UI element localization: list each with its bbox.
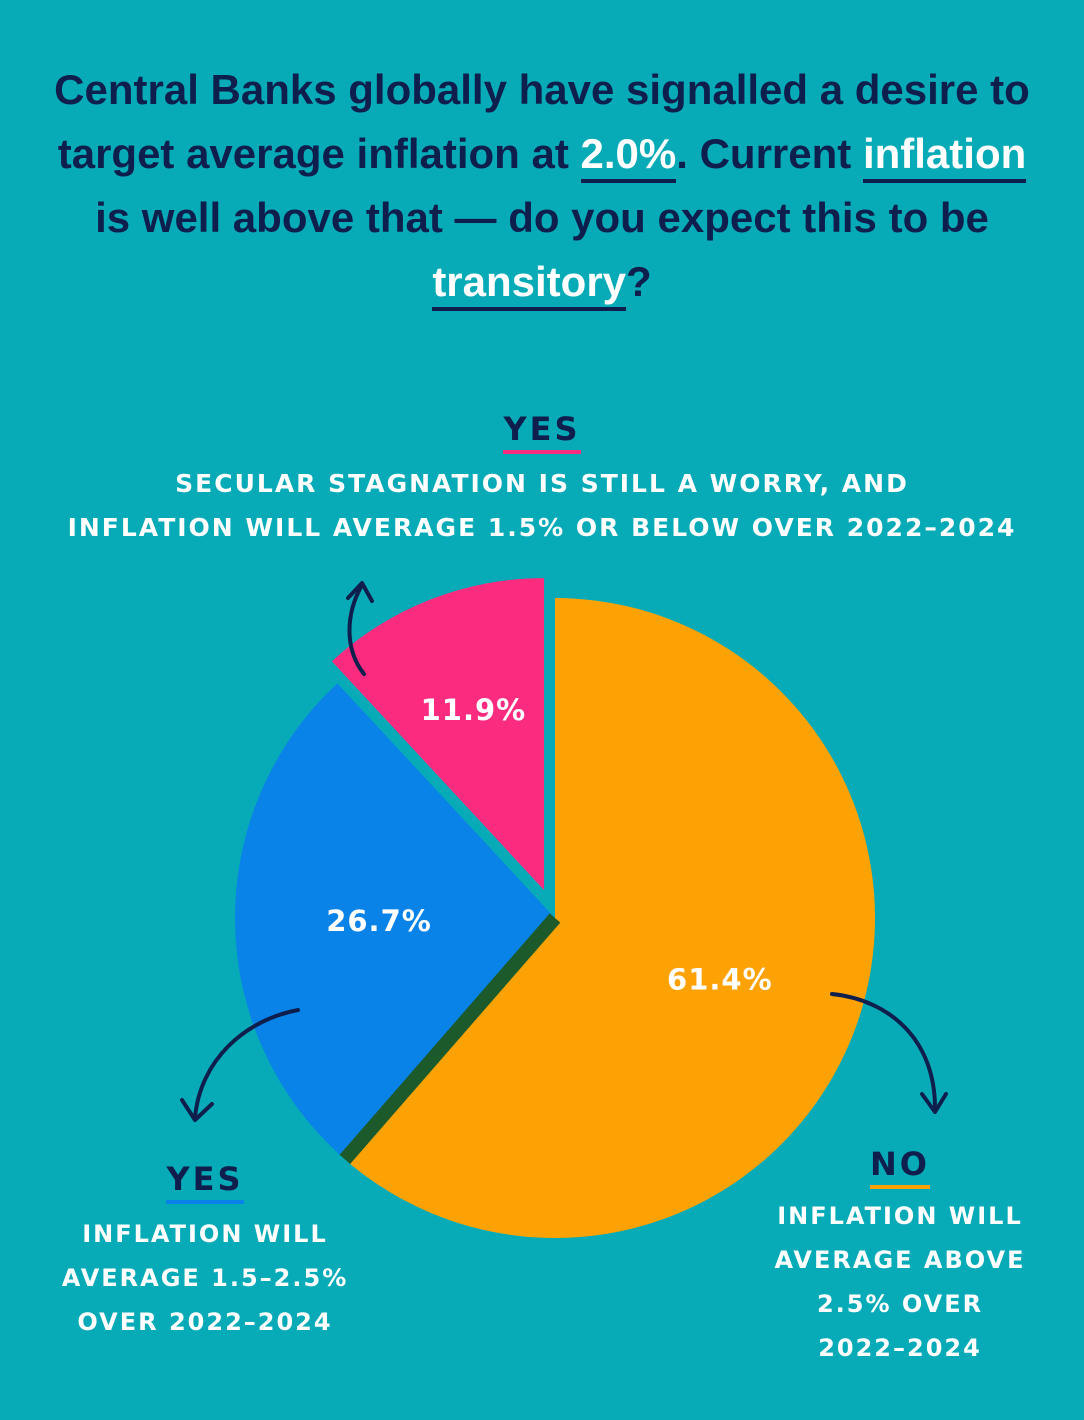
slice-yes-low [331,578,545,891]
top-annotation-line-1: SECULAR STAGNATION IS STILL A WORRY, AND [175,469,909,498]
slice-yes-low-label: 11.9% [421,693,527,727]
title-part-4: ? [626,258,652,305]
slice-no [344,598,875,1238]
arrow-top-icon [347,583,366,676]
right-answer-text: NO [870,1145,930,1189]
right-annotation-line-2: AVERAGE ABOVE [774,1246,1026,1274]
title-highlight-inflation: inflation [862,130,1027,183]
title-part-1: Central Banks globally have signalled a … [54,66,1030,177]
arrow-top-head-icon [346,581,374,603]
slice-divider [339,913,561,1164]
top-annotation: SECULAR STAGNATION IS STILL A WORRY, AND… [60,462,1024,550]
left-annotation-line-1: INFLATION WILL [82,1220,328,1248]
arrow-right-icon [830,992,937,1110]
slice-yes-mid-label: 26.7% [326,904,432,938]
slice-no-label: 61.4% [667,963,773,997]
title-part-3: is well above that — do you expect this … [95,194,989,241]
left-annotation-line-3: OVER 2022–2024 [77,1308,333,1336]
slice-yes-mid [234,683,556,1160]
pie-labels: 61.4% 26.7% 11.9% [326,693,773,997]
right-annotation: INFLATION WILL AVERAGE ABOVE 2.5% OVER 2… [760,1194,1040,1370]
title-part-2: . Current [676,130,863,177]
top-annotation-line-2: INFLATION WILL AVERAGE 1.5% OR BELOW OVE… [67,513,1017,542]
left-answer: YES [150,1160,260,1204]
arrow-left-head-icon [180,1098,214,1122]
top-answer-text: YES [503,410,581,454]
left-answer-text: YES [166,1160,244,1204]
pie-slices [234,578,875,1238]
right-annotation-line-4: 2022–2024 [818,1334,982,1362]
title-highlight-transitory: transitory [432,258,627,311]
right-annotation-line-1: INFLATION WILL [777,1202,1023,1230]
title-highlight-target: 2.0% [580,130,677,183]
left-annotation: INFLATION WILL AVERAGE 1.5–2.5% OVER 202… [40,1212,370,1344]
right-annotation-line-3: 2.5% OVER [816,1290,984,1318]
arrow-left-icon [193,1008,300,1120]
arrow-right-head-icon [920,1092,948,1114]
chart-title: Central Banks globally have signalled a … [40,58,1044,314]
left-annotation-line-2: AVERAGE 1.5–2.5% [61,1264,349,1292]
right-answer: NO [850,1145,950,1189]
top-answer: YES [492,410,592,454]
